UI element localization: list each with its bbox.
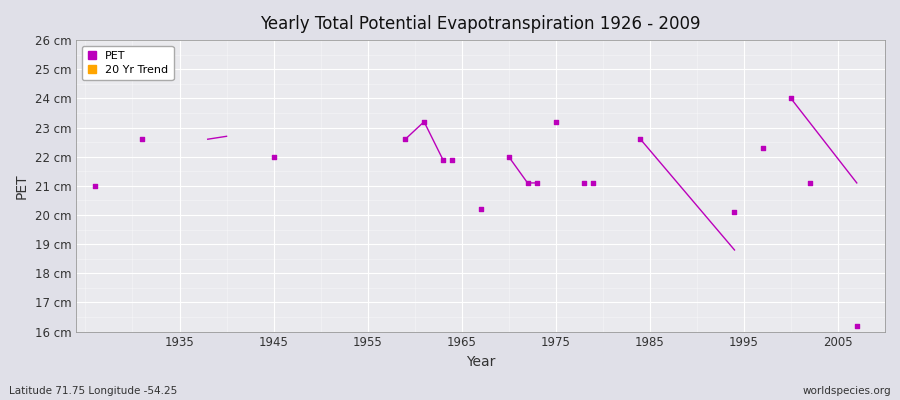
Point bbox=[446, 156, 460, 163]
Point bbox=[436, 156, 450, 163]
Point bbox=[501, 154, 516, 160]
Y-axis label: PET: PET bbox=[15, 173, 29, 199]
Point bbox=[520, 180, 535, 186]
Point bbox=[530, 180, 544, 186]
Point bbox=[577, 180, 591, 186]
Point bbox=[266, 154, 281, 160]
X-axis label: Year: Year bbox=[466, 355, 495, 369]
Text: Latitude 71.75 Longitude -54.25: Latitude 71.75 Longitude -54.25 bbox=[9, 386, 177, 396]
Point bbox=[398, 136, 412, 142]
Point bbox=[135, 136, 149, 142]
Text: worldspecies.org: worldspecies.org bbox=[803, 386, 891, 396]
Point bbox=[755, 145, 770, 151]
Point bbox=[549, 118, 563, 125]
Title: Yearly Total Potential Evapotranspiration 1926 - 2009: Yearly Total Potential Evapotranspiratio… bbox=[260, 15, 701, 33]
Point bbox=[727, 209, 742, 215]
Legend: PET, 20 Yr Trend: PET, 20 Yr Trend bbox=[82, 46, 174, 80]
Point bbox=[417, 118, 431, 125]
Point bbox=[634, 136, 648, 142]
Point bbox=[803, 180, 817, 186]
Point bbox=[850, 322, 864, 329]
Point bbox=[87, 183, 102, 189]
Point bbox=[586, 180, 600, 186]
Point bbox=[784, 95, 798, 102]
Point bbox=[473, 206, 488, 212]
